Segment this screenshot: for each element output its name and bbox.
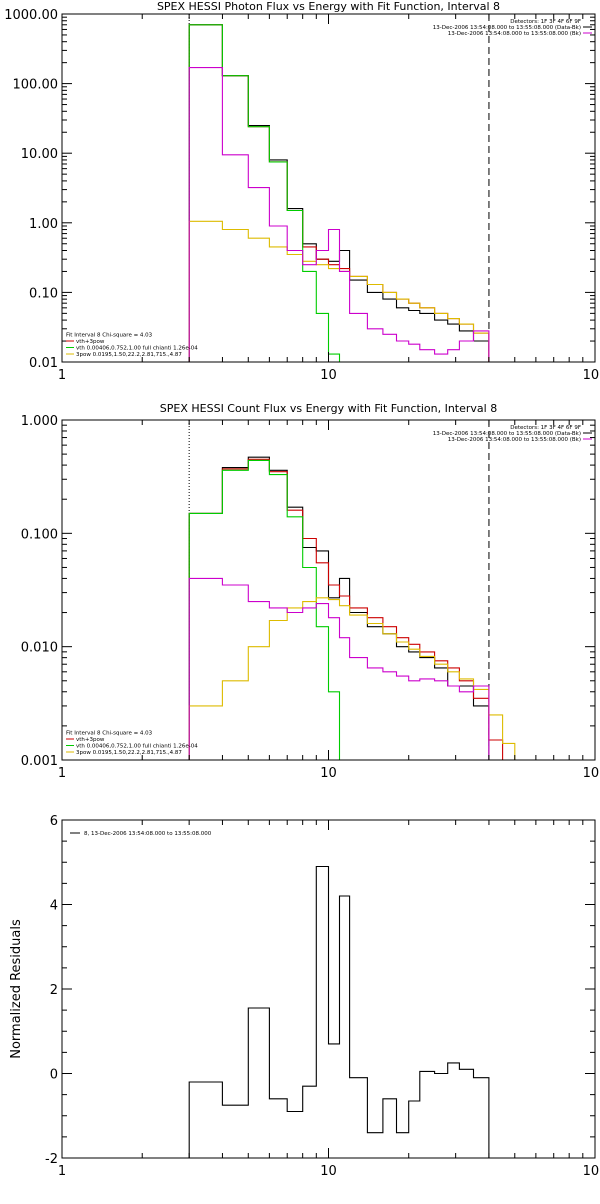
- legend-bottom-entry: Fit Interval 8 Chi-square = 4.03: [66, 731, 153, 737]
- y-tick-label: 0: [50, 1068, 58, 1083]
- legend-top-entry: 13-Dec-2006 13:54:08.000 to 13:55:08.000…: [448, 31, 581, 37]
- plot-area: [188, 865, 490, 1158]
- y-tick-label: 6: [50, 814, 58, 829]
- axes-frame: [61, 13, 596, 363]
- series-line-1: [188, 456, 504, 760]
- x-tick-label: 10: [320, 1164, 337, 1179]
- x-tick-label: 100: [583, 766, 600, 781]
- legend-bottom-entry: Fit Interval 8 Chi-square = 4.03: [66, 333, 153, 339]
- chart-2: SPEX HESSI Count Flux vs Energy with Fit…: [21, 402, 600, 781]
- legend-top-entry: Detectors: 1F 3F 4F 6F 9F: [510, 19, 581, 25]
- x-tick-label: 100: [583, 1164, 600, 1179]
- y-tick-label: 0.10: [29, 286, 58, 301]
- series-line-4: [188, 220, 490, 362]
- series-line-2: [188, 458, 516, 760]
- chart-1: SPEX HESSI Photon Flux vs Energy with Fi…: [4, 0, 600, 383]
- y-tick-label: 0.001: [21, 754, 58, 769]
- x-tick-label: 1: [58, 766, 66, 781]
- y-tick-label: 10.00: [21, 147, 58, 162]
- series-line-3: [188, 24, 341, 362]
- series-line-4: [188, 597, 529, 760]
- y-tick-label: 0.010: [21, 641, 58, 656]
- legend-entry: 8, 13-Dec-2006 13:54:08.000 to 13:55:08.…: [84, 831, 212, 837]
- legend-top-entry: 13-Dec-2006 13:54:08.000 to 13:55:08.000…: [433, 25, 581, 31]
- y-tick-label: 0.01: [29, 356, 58, 371]
- legend-bottom-entry: vth 0.00406,0.752,1.00 full chianti 1.26…: [76, 744, 198, 750]
- x-tick-label: 10: [320, 368, 337, 383]
- x-tick-label: 100: [583, 368, 600, 383]
- y-tick-label: 1000.00: [4, 8, 58, 23]
- y-tick-label: 1.00: [29, 217, 58, 232]
- chart-3: 1 10 100 -2 0 2 4 6 Normalized Residuals 8, 13-De…: [9, 814, 600, 1179]
- plot-area: [188, 456, 529, 760]
- chart-title: SPEX HESSI Count Flux vs Energy with Fit…: [160, 402, 497, 415]
- legend-top-entry: Detectors: 1F 3F 4F 6F 9F: [510, 425, 581, 431]
- y-tick-label: 4: [50, 899, 58, 914]
- y-tick-label: 2: [50, 983, 58, 998]
- y-axis-label: Normalized Residuals: [9, 919, 24, 1059]
- legend-bottom-entry: 3pow 0.0195,1.50,22.2,2.81,715.,4.87: [76, 750, 182, 756]
- chart-title: SPEX HESSI Photon Flux vs Energy with Fi…: [157, 0, 500, 13]
- y-tick-label: 1.000: [21, 414, 58, 429]
- legend-bottom-entry: 3pow 0.0195,1.50,22.2,2.81,715.,4.87: [76, 352, 182, 358]
- y-tick-label: 0.100: [21, 527, 58, 542]
- legend-bottom-entry: vth+3pow: [76, 737, 105, 743]
- x-tick-label: 1: [58, 1164, 66, 1179]
- legend-top-entry: 13-Dec-2006 13:54:08.000 to 13:55:08.000…: [433, 431, 581, 437]
- series-line-5: [188, 577, 490, 760]
- y-tick-label: 100.00: [13, 78, 59, 93]
- legend-bottom-entry: vth+3pow: [76, 339, 105, 345]
- y-tick-label: -2: [45, 1152, 58, 1167]
- plot-area: [188, 24, 490, 362]
- series-line-5: [188, 67, 490, 362]
- x-tick-label: 1: [58, 368, 66, 383]
- series-line-1: [188, 865, 490, 1158]
- legend-top-entry: 13-Dec-2006 13:54:08.000 to 13:55:08.000…: [448, 437, 581, 443]
- legend-bottom-entry: vth 0.00406,0.752,1.00 full chianti 1.26…: [76, 346, 198, 352]
- series-line-3: [188, 459, 341, 760]
- x-tick-label: 10: [320, 766, 337, 781]
